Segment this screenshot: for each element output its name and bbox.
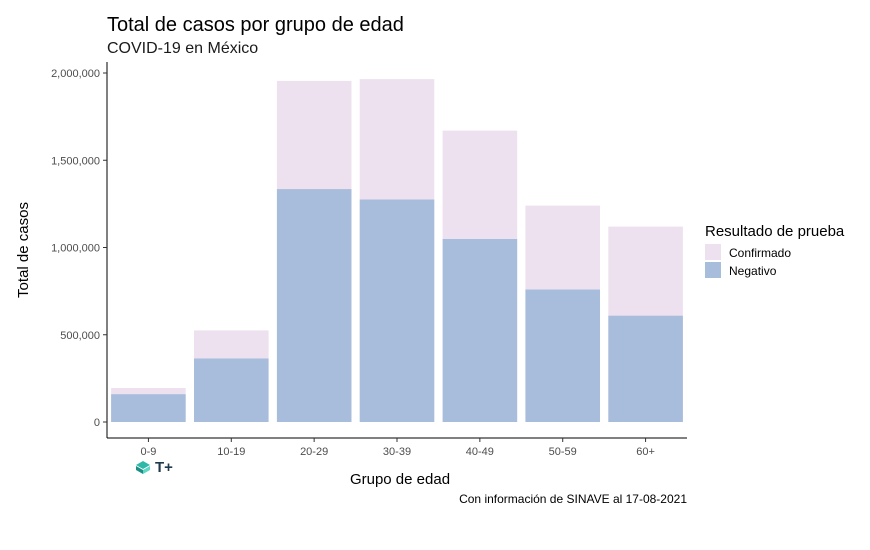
bar-confirmado-40-49: [442, 130, 518, 239]
x-tick-label: 40-49: [466, 446, 494, 458]
bar-negativo-10-19: [194, 358, 269, 422]
logo: T+: [136, 459, 173, 476]
caption: Con información de SINAVE al 17-08-2021: [459, 492, 687, 506]
y-tick-label: 0: [94, 417, 100, 429]
bar-negativo-60+: [608, 315, 683, 422]
legend-label-confirmado: Confirmado: [729, 246, 791, 260]
x-tick-label: 0-9: [140, 446, 156, 458]
legend-swatch-confirmado: [705, 244, 721, 260]
bar-negativo-40-49: [442, 238, 518, 422]
legend-title: Resultado de prueba: [705, 223, 845, 240]
chart-title: Total de casos por grupo de edad: [107, 14, 404, 36]
y-axis: 0 500,000 1,000,000 1,500,000 2,000,000: [51, 62, 108, 438]
bar-confirmado-10-19: [194, 330, 269, 359]
y-axis-title: Total de casos: [15, 202, 32, 298]
legend: Resultado de prueba Confirmado Negativo: [705, 223, 845, 278]
bar-confirmado-50-59: [525, 205, 600, 290]
bar-negativo-30-39: [359, 199, 435, 422]
x-axis-title: Grupo de edad: [350, 471, 450, 488]
bar-confirmado-0-9: [111, 388, 186, 395]
bar-confirmado-30-39: [359, 79, 435, 200]
y-tick-label: 500,000: [60, 330, 100, 342]
legend-items: Confirmado Negativo: [705, 244, 791, 278]
x-tick-label: 30-39: [383, 446, 411, 458]
x-tick-label: 60+: [636, 446, 655, 458]
legend-swatch-negativo: [705, 262, 721, 278]
logo-text: T+: [155, 459, 173, 476]
x-tick-label: 20-29: [300, 446, 328, 458]
y-tick-label: 1,500,000: [51, 155, 100, 167]
bar-negativo-20-29: [276, 189, 352, 422]
bar-confirmado-60+: [608, 226, 683, 316]
bar-negativo-0-9: [111, 394, 186, 422]
chart-subtitle: COVID-19 en México: [107, 40, 258, 57]
x-tick-label: 10-19: [217, 446, 245, 458]
y-tick-label: 1,000,000: [51, 243, 100, 255]
x-axis: 0-9 10-19 20-29 30-39 40-49 50-59 60+: [107, 437, 687, 458]
legend-label-negativo: Negativo: [729, 264, 777, 278]
x-tick-label: 50-59: [549, 446, 577, 458]
bars-group: [111, 79, 683, 422]
bar-confirmado-20-29: [276, 80, 352, 190]
bar-negativo-50-59: [525, 289, 600, 422]
y-tick-label: 2,000,000: [51, 68, 100, 80]
tplus-logo-icon: [136, 461, 150, 474]
